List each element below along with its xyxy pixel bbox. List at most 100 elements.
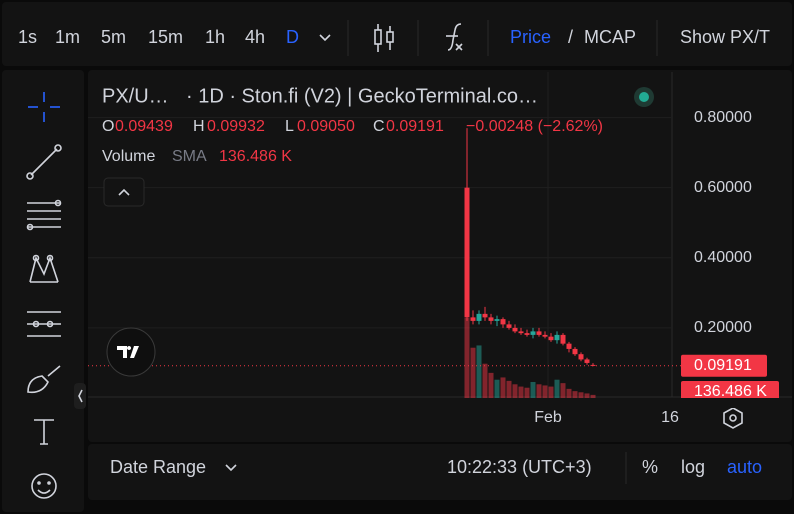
volume-bar — [590, 394, 596, 398]
auto-toggle[interactable]: auto — [727, 457, 762, 477]
percent-toggle[interactable]: % — [642, 457, 658, 477]
trend-line-tool[interactable] — [26, 144, 62, 180]
volume-sma: SMA — [172, 148, 207, 165]
top-toolbar — [2, 2, 792, 66]
footer: Date Range 10:22:33 (UTC+3) % log auto — [110, 452, 762, 484]
indicators-button[interactable] — [446, 23, 463, 51]
candle-body — [476, 313, 482, 321]
volume-bar — [554, 379, 560, 398]
interval[interactable]: 1s — [18, 27, 37, 47]
candle-body — [536, 331, 542, 335]
ohlc-value: 0.09191 — [386, 118, 444, 135]
volume-tag-label: 136.486 K — [694, 383, 767, 400]
candle-body — [578, 354, 584, 360]
volume-tag — [681, 381, 779, 403]
candle-body — [488, 317, 494, 321]
date-range-arrow — [225, 464, 237, 472]
candle-body — [566, 343, 572, 349]
volume-bar — [512, 384, 518, 398]
x-tick-label: Feb — [534, 409, 562, 426]
volume-bar — [584, 393, 590, 398]
volume-bar — [470, 347, 476, 398]
volume-bar — [578, 392, 584, 398]
axis-mask — [672, 398, 792, 408]
volume-value: 136.486 K — [219, 148, 292, 165]
collapse-handle[interactable] — [74, 383, 86, 409]
legend-collapse-arrow — [118, 188, 130, 196]
pattern-tool[interactable] — [29, 254, 59, 283]
toggle-separator: / — [568, 27, 573, 47]
chart-pane — [88, 70, 792, 442]
ohlc-value: 0.09932 — [207, 118, 265, 135]
legend-collapse[interactable] — [103, 177, 145, 207]
tv-logo[interactable] — [106, 327, 156, 377]
price-toggle[interactable]: Price — [510, 27, 551, 47]
volume-bar — [530, 382, 536, 398]
change: −0.00248 (−2.62%) — [466, 118, 603, 135]
brush-tool[interactable] — [27, 365, 61, 394]
y-tick-label: 0.60000 — [694, 179, 752, 196]
interval[interactable]: 1h — [205, 27, 225, 47]
candle-body — [506, 324, 512, 328]
ohlc-key: H — [193, 118, 205, 135]
ohlc-value: 0.09439 — [115, 118, 173, 135]
volume-bar — [566, 388, 572, 398]
price-tag — [681, 354, 767, 377]
show-toggle[interactable]: Show PX/T — [680, 27, 770, 47]
volume-bar — [542, 385, 548, 398]
candle-body — [464, 187, 470, 318]
candle-body — [494, 319, 500, 321]
candle-body — [584, 359, 590, 363]
candle-body — [560, 334, 566, 344]
interval[interactable]: 15m — [148, 27, 183, 47]
collapse-arrow — [78, 389, 83, 403]
price-tag-label: 0.09191 — [694, 357, 752, 374]
ohlc-key: O — [102, 118, 114, 135]
clock[interactable]: 10:22:33 (UTC+3) — [447, 457, 592, 477]
volume-bar — [560, 383, 566, 398]
drawing-tools — [26, 92, 86, 499]
fib-tool[interactable] — [26, 199, 62, 231]
plot-area — [88, 72, 681, 398]
candle-body — [470, 317, 476, 321]
ohlc-key: C — [373, 118, 385, 135]
volume-bar — [488, 372, 494, 398]
chart-type-button[interactable] — [374, 24, 394, 52]
volume-bar — [494, 379, 500, 398]
emoji-tool[interactable] — [31, 473, 57, 499]
interval-active[interactable]: D — [286, 27, 299, 47]
log-toggle[interactable]: log — [681, 457, 705, 477]
candle-body — [548, 336, 554, 341]
volume-bar — [572, 391, 578, 398]
interval-dropdown[interactable] — [319, 34, 331, 42]
date-range[interactable]: Date Range — [110, 457, 206, 477]
candle-body — [554, 334, 560, 341]
candle-body — [500, 319, 506, 325]
legend: PX/U… · 1D · Ston.fi (V2) | GeckoTermina… — [102, 85, 654, 207]
text-tool[interactable] — [34, 419, 54, 445]
status-dot — [639, 92, 649, 102]
candle-body — [482, 313, 488, 318]
candle-body — [530, 331, 536, 335]
x-tick-label: 16 — [661, 409, 679, 426]
candle-body — [512, 327, 518, 332]
y-tick-label: 0.20000 — [694, 319, 752, 336]
symbol[interactable]: PX/U… — [102, 85, 169, 107]
candle-body — [524, 333, 530, 335]
prediction-tool[interactable] — [27, 311, 61, 337]
crosshair-tool[interactable] — [28, 92, 60, 122]
volume-bar — [500, 377, 506, 398]
ohlc-value: 0.09050 — [297, 118, 355, 135]
mcap-toggle[interactable]: MCAP — [584, 27, 636, 47]
volume-bar — [482, 363, 488, 398]
volume-bar — [518, 386, 524, 398]
volume-bar — [524, 387, 530, 398]
volume-bar — [476, 345, 482, 398]
left-toolbar — [2, 70, 84, 512]
interval[interactable]: 1m — [55, 27, 80, 47]
time-axis-settings[interactable] — [723, 407, 743, 429]
interval[interactable]: 4h — [245, 27, 265, 47]
bottom-bar — [88, 444, 792, 500]
interval[interactable]: 5m — [101, 27, 126, 47]
